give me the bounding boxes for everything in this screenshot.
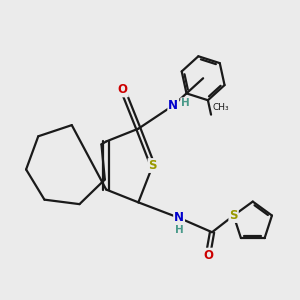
Text: S: S <box>148 159 157 172</box>
Text: N: N <box>174 212 184 224</box>
Text: S: S <box>229 209 238 222</box>
Text: O: O <box>203 249 213 262</box>
Text: O: O <box>118 83 128 96</box>
Text: H: H <box>181 98 190 108</box>
Text: N: N <box>168 99 178 112</box>
Text: H: H <box>175 224 184 235</box>
Text: CH₃: CH₃ <box>213 103 230 112</box>
